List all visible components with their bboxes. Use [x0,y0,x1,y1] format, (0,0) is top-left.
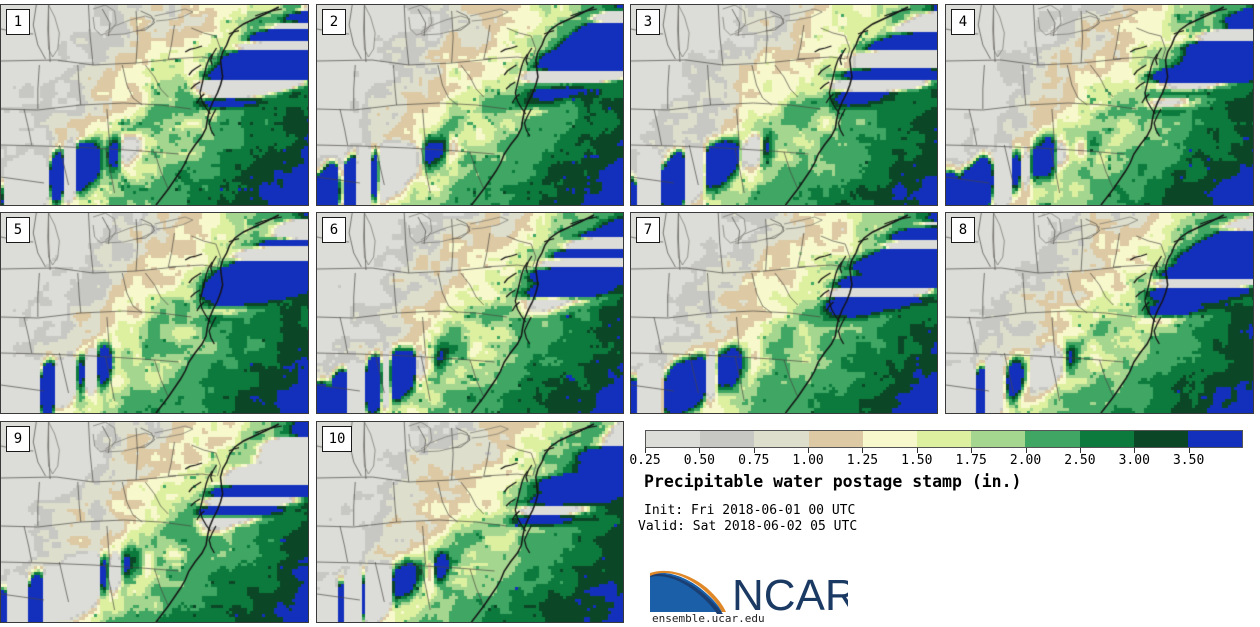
member-panel-6[interactable]: 6 [316,212,624,414]
member-panel-label-8: 8 [951,217,975,243]
member-panel-9[interactable]: 9 [0,421,309,623]
colorbar-tick-2 [753,448,755,453]
colorbar-tick-0 [645,448,646,453]
colorbar-segment-7 [1025,431,1080,447]
colorbar-tick-10 [1188,448,1190,453]
colorbar-tick-label-8: 2.50 [1064,453,1096,468]
member-panel-label-2: 2 [322,9,346,35]
member-panel-3[interactable]: 3 [630,4,938,206]
colorbar-tick-label-4: 1.25 [846,453,879,468]
colorbar-tick-9 [1134,448,1136,453]
colorbar-segment-0 [646,431,701,447]
colorbar-segment-4 [862,431,917,447]
member-panel-label-1: 1 [6,9,30,35]
member-panel-label-5: 5 [6,217,30,243]
colorbar-tick-4 [862,448,864,453]
svg-text:NCAR: NCAR [732,571,848,620]
member-panel-label-7: 7 [636,217,660,243]
colorbar-tick-3 [808,448,810,453]
colorbar-tick-5 [916,448,918,453]
colorbar-segment-5 [916,431,972,447]
member-panel-label-4: 4 [951,9,975,35]
colorbar-tick-6 [971,448,973,453]
colorbar-segment-3 [808,431,863,447]
member-panel-8[interactable]: 8 [945,212,1254,414]
colorbar-tick-label-7: 2.00 [1009,453,1042,468]
colorbar [645,430,1243,448]
member-panel-10[interactable]: 10 [316,421,624,623]
colorbar-tick-label-5: 1.50 [901,453,933,468]
member-panel-2[interactable]: 2 [316,4,624,206]
member-panel-label-9: 9 [6,426,30,452]
valid-time-label: Valid: Sat 2018-06-02 05 UTC [638,519,858,534]
colorbar-tick-label-9: 3.00 [1118,453,1150,468]
colorbar-tick-label-2: 0.75 [738,453,770,468]
member-panel-label-3: 3 [636,9,660,35]
member-panel-1[interactable]: 1 [0,4,309,206]
colorbar-tick-8 [1079,448,1081,453]
colorbar-segment-2 [754,431,809,447]
member-panel-4[interactable]: 4 [945,4,1254,206]
colorbar-tick-label-1: 0.50 [683,453,716,468]
colorbar-tick-1 [699,448,701,453]
member-panel-label-10: 10 [322,426,352,452]
member-panel-7[interactable]: 7 [630,212,938,414]
colorbar-segment-9 [1133,431,1188,447]
colorbar-tick-label-10: 3.50 [1172,453,1205,468]
colorbar-tick-label-6: 1.75 [955,453,987,468]
colorbar-tick-label-3: 1.00 [792,453,824,468]
colorbar-segment-1 [700,431,755,447]
ncar-url-label: ensemble.ucar.edu [652,612,765,625]
colorbar-tick-label-0: 0.25 [629,453,661,468]
ncar-logo[interactable]: NCAR [648,558,857,620]
colorbar-tick-7 [1025,448,1027,453]
colorbar-segment-6 [971,431,1026,447]
figure-title: Precipitable water postage stamp (in.) [644,472,1022,491]
member-panel-5[interactable]: 5 [0,212,309,414]
member-panel-label-6: 6 [322,217,346,243]
colorbar-segment-10 [1187,431,1243,447]
init-time-label: Init: Fri 2018-06-01 00 UTC [644,503,856,518]
colorbar-segment-8 [1079,431,1134,447]
